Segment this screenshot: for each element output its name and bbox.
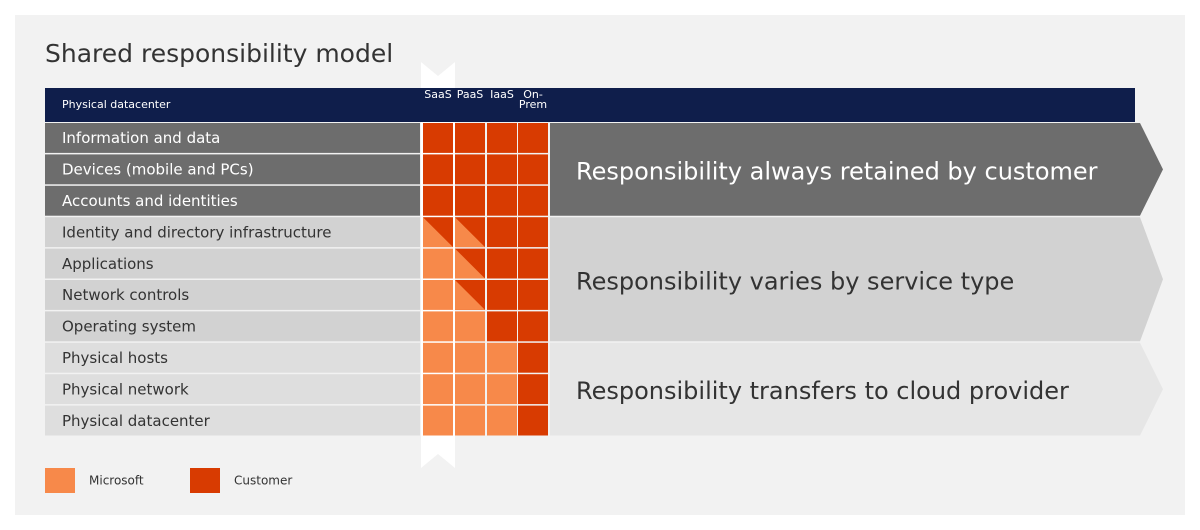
cell-customer	[518, 248, 548, 279]
legend-swatch	[190, 468, 220, 493]
row-label: Identity and directory infrastructure	[62, 223, 332, 241]
header-bar	[45, 88, 1135, 122]
row-label-cell	[45, 280, 420, 310]
cell-customer	[518, 280, 548, 310]
cell-customer	[487, 185, 517, 216]
cell-microsoft	[487, 342, 517, 373]
cell-customer	[423, 154, 453, 185]
row-label: Information and data	[62, 129, 220, 147]
cell-customer	[487, 311, 517, 342]
cell-customer	[518, 342, 548, 373]
group-arrow	[550, 217, 1163, 342]
row-label-cell	[45, 311, 420, 342]
cell-customer	[518, 123, 548, 153]
cell-customer	[518, 185, 548, 216]
row-label-cell	[45, 217, 420, 248]
column-header: SaaS	[424, 88, 452, 101]
row-label: Network controls	[62, 286, 189, 304]
row-label: Physical hosts	[62, 349, 168, 367]
group-label: Responsibility transfers to cloud provid…	[576, 377, 1069, 405]
row-label: Physical datacenter	[62, 412, 211, 430]
cell-customer	[455, 154, 485, 185]
row-label: Devices (mobile and PCs)	[62, 161, 254, 179]
row-label: Applications	[62, 255, 154, 273]
legend-label: Customer	[234, 474, 292, 488]
legend-label: Microsoft	[89, 474, 144, 488]
group-arrow	[550, 123, 1163, 216]
row-label: Physical network	[62, 380, 189, 398]
row-label-cell	[45, 123, 420, 153]
cell-microsoft	[423, 248, 453, 279]
cell-customer	[487, 248, 517, 279]
cell-customer	[423, 185, 453, 216]
cell-customer	[487, 154, 517, 185]
row-label-cell	[45, 405, 420, 436]
row-label-cell	[45, 154, 420, 185]
column-header: PaaS	[456, 88, 484, 101]
cell-customer	[455, 185, 485, 216]
column-header: IaaS	[490, 88, 514, 101]
cell-customer	[423, 123, 453, 153]
cell-customer	[487, 280, 517, 310]
cell-microsoft	[455, 217, 485, 248]
cell-microsoft	[455, 248, 485, 279]
column-header: On-Prem	[518, 88, 548, 111]
row-label-cell	[45, 248, 420, 279]
legend-swatch	[45, 468, 75, 493]
cell-microsoft	[423, 405, 453, 436]
cell-microsoft	[423, 311, 453, 342]
cell-customer	[518, 374, 548, 405]
cell-microsoft	[455, 342, 485, 373]
cell-microsoft	[423, 217, 453, 248]
cell-microsoft	[423, 280, 453, 310]
cell-microsoft	[423, 374, 453, 405]
row-label: Accounts and identities	[62, 192, 238, 210]
cell-customer	[487, 217, 517, 248]
cell-microsoft	[487, 374, 517, 405]
cell-customer	[518, 217, 548, 248]
row-label-cell	[45, 342, 420, 373]
title: Shared responsibility model	[45, 39, 393, 68]
cell-customer	[518, 154, 548, 185]
cell-customer	[487, 123, 517, 153]
cell-customer	[455, 123, 485, 153]
cell-microsoft	[455, 374, 485, 405]
group-label: Responsibility varies by service type	[576, 267, 1014, 295]
row-label: Operating system	[62, 318, 196, 336]
header-label: Physical datacenter	[62, 98, 171, 111]
cell-customer	[518, 405, 548, 436]
cell-microsoft	[423, 342, 453, 373]
cell-microsoft	[455, 405, 485, 436]
group-arrow	[550, 342, 1163, 436]
cell-microsoft	[455, 280, 485, 310]
group-label: Responsibility always retained by custom…	[576, 157, 1098, 185]
row-label-cell	[45, 374, 420, 405]
row-label-cell	[45, 185, 420, 216]
cell-microsoft	[487, 405, 517, 436]
cell-customer	[518, 311, 548, 342]
cell-microsoft	[455, 311, 485, 342]
